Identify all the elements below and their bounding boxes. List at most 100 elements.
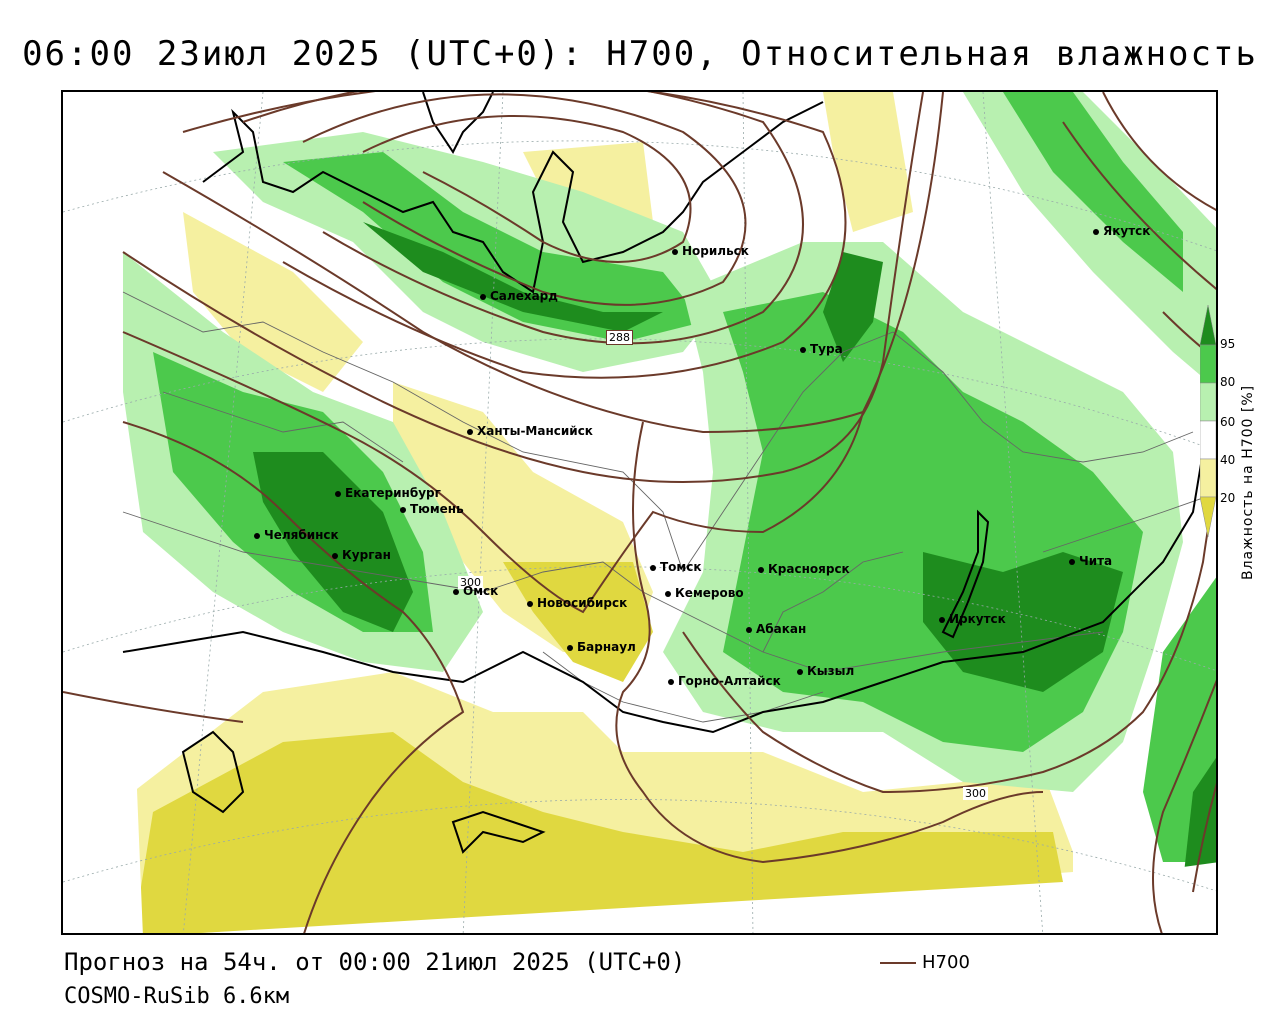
legend-title: Влажность на H700 [%] (1240, 384, 1256, 580)
city-marker: Барнаул (567, 640, 636, 654)
city-dot-icon (650, 564, 656, 571)
city-marker: Тюмень (400, 502, 464, 516)
city-label: Иркутск (949, 612, 1006, 626)
city-dot-icon (527, 600, 533, 607)
city-marker: Томск (650, 560, 702, 574)
contour-line-swatch (880, 962, 916, 964)
legend-colorbar (1200, 305, 1216, 538)
humid-core-tura (823, 252, 883, 362)
city-dot-icon (567, 644, 573, 651)
city-marker: Ханты-Мансийск (467, 424, 593, 438)
city-marker: Норильск (672, 244, 749, 258)
city-label: Норильск (682, 244, 749, 258)
legend-band-95-80 (1200, 344, 1216, 384)
humid-area-northeast-mid (1003, 92, 1183, 292)
city-marker: Тура (800, 342, 843, 356)
city-dot-icon (480, 293, 486, 300)
humidity-field (63, 92, 1216, 933)
city-label: Салехард (490, 289, 558, 303)
city-dot-icon (758, 566, 764, 573)
city-label: Новосибирск (537, 596, 628, 610)
h700-contours (63, 92, 1216, 933)
coastline (122, 92, 1204, 854)
city-dot-icon (335, 490, 341, 497)
city-marker: Курган (332, 548, 391, 562)
city-dot-icon (1093, 228, 1099, 235)
nodata-southwest (63, 692, 143, 933)
city-marker: Горно-Алтайск (668, 674, 781, 688)
forecast-info: Прогноз на 54ч. от 00:00 21июл 2025 (UTC… (64, 948, 686, 976)
legend-tick-95: 95 (1220, 337, 1236, 351)
legend-band-60-40 (1200, 420, 1216, 460)
city-dot-icon (332, 552, 338, 559)
city-marker: Кызыл (797, 664, 854, 678)
city-marker: Красноярск (758, 562, 850, 576)
city-marker: Абакан (746, 622, 806, 636)
contour-label-300-omsk: 300 (458, 576, 483, 589)
city-marker: Екатеринбург (335, 486, 441, 500)
legend-bottom-arrow (1200, 496, 1216, 538)
city-dot-icon (746, 626, 752, 633)
map-title: 06:00 23июл 2025 (UTC+0): H700, Относите… (22, 34, 1258, 74)
city-dot-icon (1069, 558, 1075, 565)
city-marker: Омск (453, 584, 498, 598)
contour-label-300-south: 300 (963, 787, 988, 800)
humid-band-north-mid (283, 152, 703, 342)
city-label: Чита (1079, 554, 1113, 568)
city-label: Кызыл (807, 664, 855, 678)
contour-line-legend: H700 (880, 952, 970, 973)
very-dry-area-center (503, 562, 653, 682)
legend-tick-40: 40 (1220, 453, 1236, 467)
city-marker: Чита (1069, 554, 1112, 568)
nodata-southeast (1063, 862, 1216, 933)
dry-area-north (823, 92, 913, 232)
city-label: Абакан (756, 622, 807, 636)
nodata-north (63, 92, 623, 152)
city-label: Омск (463, 584, 499, 598)
city-dot-icon (467, 428, 473, 435)
model-name: COSMO-RuSib 6.6км (64, 984, 290, 1009)
humidity-legend: 95 80 60 40 20 (1200, 305, 1280, 595)
city-dot-icon (668, 678, 674, 685)
city-label: Кемерово (675, 586, 744, 600)
city-label: Курган (342, 548, 391, 562)
nodata-northeast (1133, 92, 1216, 150)
dry-area-northwest (183, 212, 363, 392)
city-marker: Новосибирск (527, 596, 627, 610)
legend-tick-20: 20 (1220, 491, 1236, 505)
city-marker: Челябинск (254, 528, 339, 542)
city-label: Челябинск (264, 528, 339, 542)
humid-band-north-core (363, 222, 663, 332)
city-marker: Кемерово (665, 586, 744, 600)
city-label: Томск (660, 560, 702, 574)
city-dot-icon (939, 616, 945, 623)
legend-tick-80: 80 (1220, 375, 1236, 389)
humid-area-northeast (963, 92, 1216, 389)
legend-top-arrow (1200, 305, 1216, 346)
city-dot-icon (400, 506, 406, 513)
city-marker: Салехард (480, 289, 558, 303)
nodata-west (63, 92, 243, 692)
city-label: Ханты-Мансийск (477, 424, 593, 438)
city-marker: Якутск (1093, 224, 1150, 238)
city-label: Барнаул (577, 640, 636, 654)
city-dot-icon (665, 590, 671, 597)
city-label: Красноярск (768, 562, 850, 576)
contour-line-legend-label: H700 (922, 952, 970, 973)
legend-band-80-60 (1200, 382, 1216, 422)
city-dot-icon (672, 248, 678, 255)
humid-area-ural-core (253, 452, 413, 632)
weather-map[interactable]: 288 300 300 Якутск Норильск Салехард Тура Ха… (61, 90, 1218, 935)
city-label: Якутск (1103, 224, 1151, 238)
city-label: Тура (810, 342, 843, 356)
city-label: Екатеринбург (345, 486, 441, 500)
city-dot-icon (453, 588, 459, 595)
legend-tick-60: 60 (1220, 415, 1236, 429)
contour-label-288: 288 (606, 330, 633, 345)
city-marker: Иркутск (939, 612, 1006, 626)
very-dry-area-south (133, 732, 1063, 933)
city-dot-icon (254, 532, 260, 539)
humid-core-east (1183, 757, 1216, 882)
city-dot-icon (800, 346, 806, 353)
city-label: Горно-Алтайск (678, 674, 781, 688)
